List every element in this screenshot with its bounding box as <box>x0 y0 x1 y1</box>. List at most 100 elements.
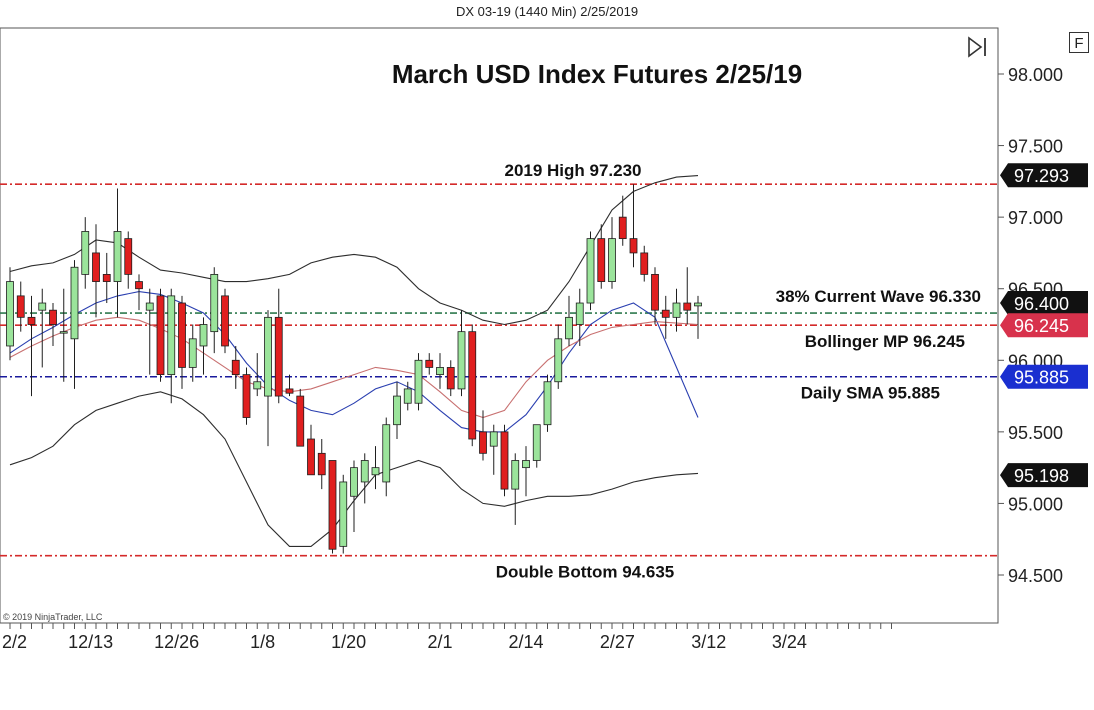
candle-body-up <box>532 424 541 461</box>
price-marker-bg <box>1000 313 1088 338</box>
candle-body-down <box>597 238 606 282</box>
candle-29 <box>317 439 326 490</box>
candle-body-down <box>629 238 638 254</box>
candle-40 <box>436 353 444 389</box>
window-title: DX 03-19 (1440 Min) 2/25/2019 <box>455 4 639 19</box>
x-tick-label: 12/13 <box>68 632 113 652</box>
y-tick-label: 97.500 <box>1008 137 1063 157</box>
candle-60 <box>651 267 659 325</box>
candle-body-down <box>242 374 251 418</box>
candle-7 <box>81 217 90 289</box>
candle-body-down <box>651 273 659 311</box>
candle-41 <box>446 360 455 397</box>
x-tick-label: 2/27 <box>600 632 635 652</box>
candle-43 <box>468 324 477 447</box>
candle-49 <box>532 424 541 468</box>
candle-19 <box>210 267 219 354</box>
candle-body-up <box>403 388 412 404</box>
candle-47 <box>511 453 520 525</box>
candle-10 <box>113 188 122 318</box>
candle-body-up <box>81 231 90 275</box>
x-tick-label: 1/20 <box>331 632 366 652</box>
candle-body-down <box>328 460 337 550</box>
candle-62 <box>672 288 681 332</box>
candle-38 <box>414 353 423 411</box>
candle-26 <box>285 374 294 397</box>
candle-body-up <box>554 338 563 383</box>
time-axis: 2/2 12/13 12/26 1/8 1/20 2/1 2/14 2/27 3/12 3/24 <box>2 623 892 652</box>
candle-20 <box>221 288 229 354</box>
candle-body-up <box>253 381 262 390</box>
candle-body-up <box>59 331 68 334</box>
candle-body-down <box>102 273 111 282</box>
candle-33 <box>360 453 369 504</box>
x-tick-label: 3/12 <box>691 632 726 652</box>
candle-4 <box>49 303 57 346</box>
candle-body-down <box>500 431 509 490</box>
line-label-0: 2019 High 97.230 <box>504 161 641 180</box>
candle-15 <box>167 288 176 404</box>
candles-layer <box>6 184 702 554</box>
candle-body-up <box>6 281 14 347</box>
candle-3 <box>38 288 47 368</box>
candle-body-up <box>145 302 154 311</box>
play-end-icon[interactable] <box>966 36 992 58</box>
candle-body-down <box>178 302 186 368</box>
candle-56 <box>608 217 616 289</box>
candle-body-down <box>135 281 143 290</box>
candle-34 <box>371 446 380 490</box>
candle-body-down <box>661 309 670 318</box>
candle-14 <box>156 288 165 382</box>
candle-body-up <box>575 302 584 325</box>
y-tick-label: 97.000 <box>1008 208 1063 228</box>
candle-body-down <box>92 252 100 282</box>
y-tick-label: 95.000 <box>1008 494 1063 514</box>
candle-44 <box>479 410 487 461</box>
candle-46 <box>500 424 509 497</box>
candle-body-up <box>489 431 498 447</box>
candle-body-up <box>339 481 348 547</box>
x-tick-label: 1/8 <box>250 632 275 652</box>
candle-body-down <box>124 238 133 275</box>
candle-2 <box>27 295 36 397</box>
candle-body-down <box>231 359 240 375</box>
copyright-text: © 2019 NinjaTrader, LLC <box>3 612 103 622</box>
price-marker-96.400: 96.400 <box>1000 291 1088 316</box>
candle-59 <box>640 245 649 282</box>
candle-61 <box>661 295 670 339</box>
price-marker-label: 95.198 <box>1014 466 1069 486</box>
price-marker-96.245: 96.245 <box>1000 313 1088 338</box>
candle-body-down <box>16 295 25 318</box>
candle-24 <box>264 310 272 447</box>
candle-30 <box>328 460 337 554</box>
candle-53 <box>575 288 584 346</box>
candle-37 <box>403 381 412 411</box>
price-marker-bg <box>1000 463 1088 488</box>
candle-42 <box>457 310 466 397</box>
chart-style-button[interactable]: F <box>1069 32 1089 53</box>
x-tick-label: 3/24 <box>772 632 807 652</box>
candle-6 <box>70 260 79 389</box>
candle-body-down <box>425 359 434 368</box>
price-marker-label: 96.245 <box>1014 316 1069 336</box>
candle-body-up <box>70 266 79 340</box>
candle-body-up <box>188 338 197 368</box>
x-tick-label: 2/2 <box>2 632 27 652</box>
candle-54 <box>586 231 595 311</box>
candle-body-up <box>38 302 47 311</box>
x-tick-label: 12/26 <box>154 632 199 652</box>
candle-body-up <box>672 302 681 318</box>
candle-9 <box>102 252 111 304</box>
candle-body-up <box>371 467 380 476</box>
candle-body-up <box>264 316 272 397</box>
candle-body-up <box>199 324 208 347</box>
y-tick-label: 95.500 <box>1008 423 1063 443</box>
candle-body-down <box>307 438 315 476</box>
candle-body-up <box>457 331 466 390</box>
line-label-4: Double Bottom 94.635 <box>496 563 675 582</box>
price-marker-bg <box>1000 364 1088 389</box>
candle-body-down <box>640 252 649 275</box>
candle-body-down <box>296 395 305 447</box>
price-marker-95.198: 95.198 <box>1000 463 1088 488</box>
